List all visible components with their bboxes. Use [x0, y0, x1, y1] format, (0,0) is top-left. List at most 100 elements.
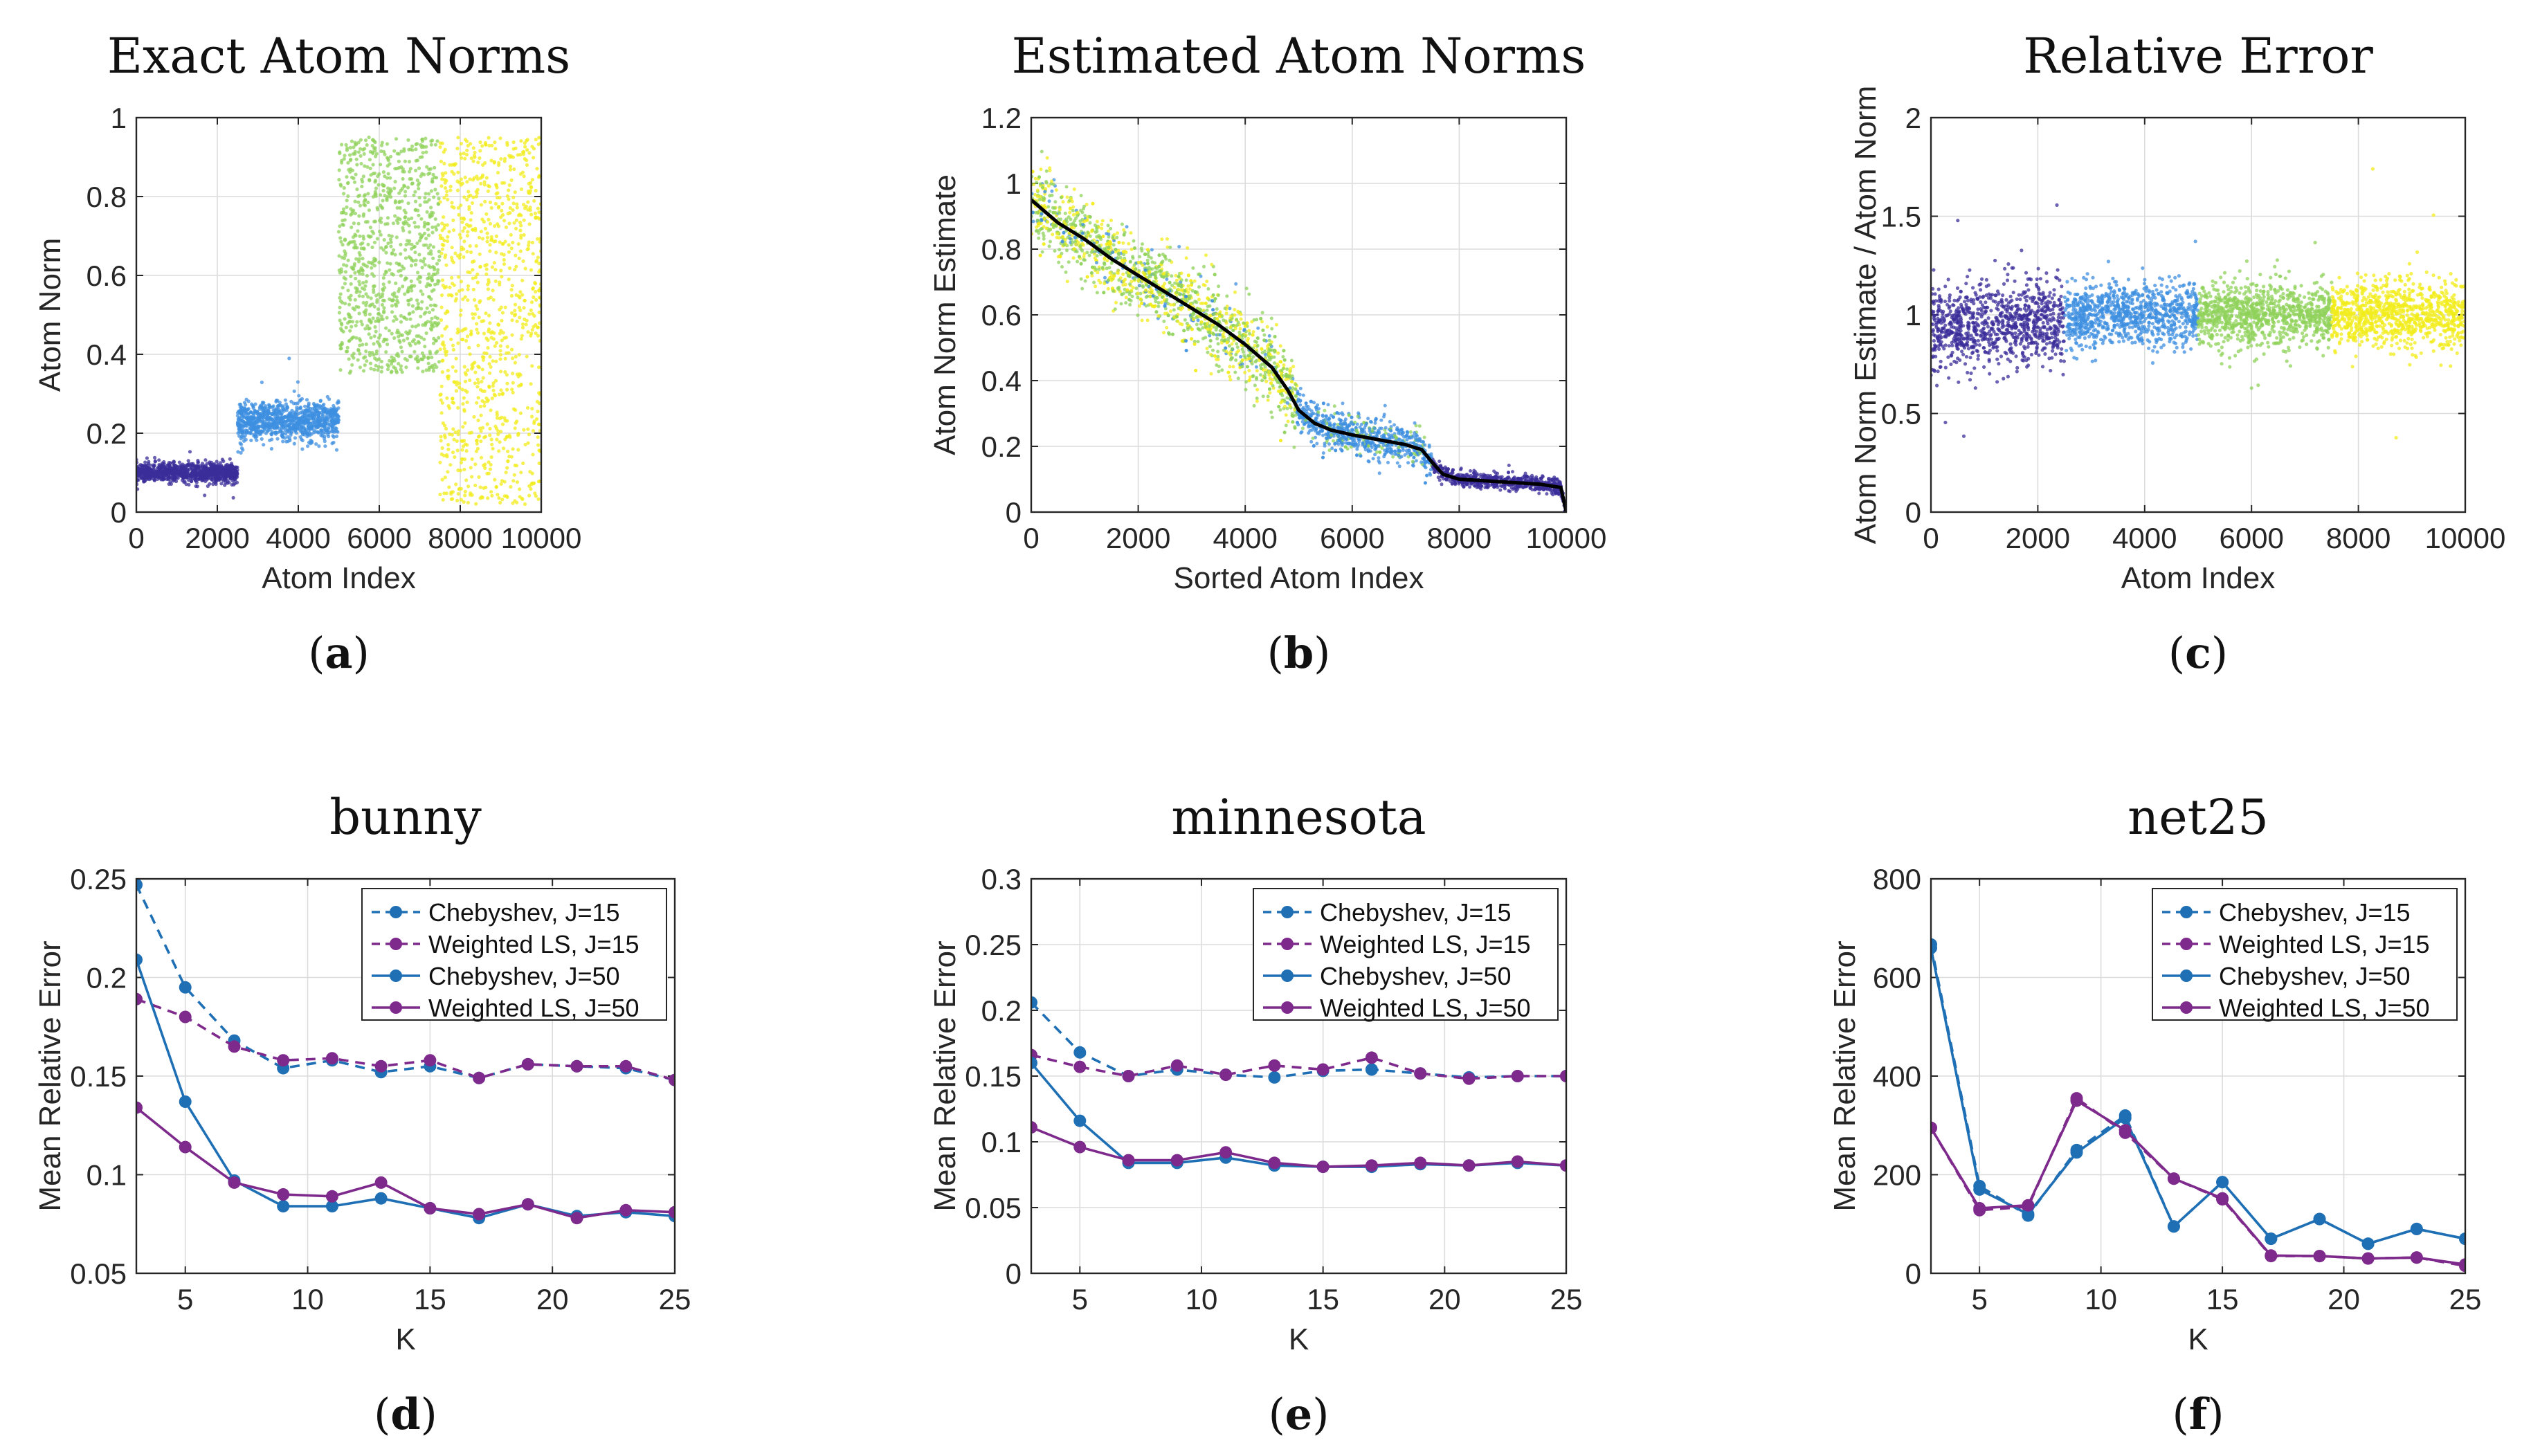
scatter-point: [471, 178, 475, 182]
scatter-point: [370, 302, 374, 307]
scatter-point: [176, 470, 180, 474]
scatter-point: [351, 235, 356, 239]
scatter-point: [482, 219, 487, 224]
scatter-point: [343, 253, 347, 257]
scatter-point: [1392, 423, 1396, 427]
scatter-point: [149, 469, 153, 474]
scatter-point: [487, 217, 491, 221]
scatter-point: [1239, 355, 1243, 358]
scatter-point: [507, 221, 511, 226]
scatter-point: [394, 353, 399, 357]
scatter-point: [502, 416, 507, 420]
scatter-point: [249, 428, 254, 433]
scatter-point: [385, 176, 390, 180]
panel-label-open: (: [1267, 628, 1284, 678]
scatter-point: [385, 194, 390, 199]
scatter-point: [309, 424, 314, 428]
scatter-point: [227, 480, 231, 484]
scatter-point: [1284, 378, 1288, 381]
scatter-point: [502, 480, 507, 484]
scatter-point: [363, 327, 368, 331]
scatter-point: [184, 482, 188, 486]
scatter-point: [453, 163, 457, 167]
scatter-point: [1405, 438, 1409, 442]
scatter-point: [473, 275, 478, 280]
scatter-point: [505, 495, 509, 500]
x-tick-label: 10000: [501, 522, 582, 554]
scatter-point: [426, 228, 430, 232]
panel-label-close: ): [353, 628, 370, 678]
scatter-point: [505, 435, 509, 439]
scatter-point: [1267, 334, 1271, 338]
scatter-point: [394, 235, 399, 239]
scatter-point: [525, 247, 529, 252]
scatter-point: [239, 442, 244, 446]
scatter-point: [500, 311, 505, 315]
scatter-point: [435, 349, 439, 354]
scatter-point: [392, 319, 396, 323]
scatter-point: [532, 199, 536, 203]
scatter-point: [384, 270, 388, 274]
scatter-point: [354, 336, 359, 340]
scatter-point: [321, 424, 326, 428]
scatter-point: [392, 149, 397, 153]
scatter-point: [406, 217, 410, 221]
scatter-point: [479, 429, 483, 433]
scatter-point: [156, 477, 160, 482]
scatter-point: [397, 200, 401, 204]
scatter-point: [347, 302, 352, 307]
scatter-point: [423, 345, 427, 349]
scatter-point: [1545, 492, 1549, 496]
scatter-point: [440, 228, 444, 233]
scatter-point: [359, 266, 363, 270]
scatter-point: [369, 336, 373, 340]
plot-content: [1031, 149, 1566, 512]
scatter-point: [456, 492, 460, 496]
scatter-point: [325, 417, 329, 421]
scatter-point: [482, 435, 487, 439]
scatter-point: [479, 203, 484, 207]
scatter-point: [475, 446, 480, 451]
scatter-point: [493, 140, 497, 145]
scatter-point: [339, 239, 343, 244]
scatter-point: [399, 252, 403, 256]
scatter-point: [332, 435, 336, 439]
scatter-point: [510, 318, 514, 322]
scatter-point: [312, 430, 316, 435]
scatter-point: [153, 455, 157, 460]
scatter-point: [1100, 219, 1105, 223]
scatter-point: [445, 309, 449, 313]
scatter-point: [362, 203, 366, 207]
scatter-point: [507, 197, 511, 201]
scatter-point: [498, 440, 502, 444]
scatter-point: [1141, 242, 1144, 246]
x-tick-label: 0: [1023, 522, 1039, 554]
scatter-point: [375, 340, 380, 344]
scatter-point: [415, 142, 419, 146]
scatter-point: [466, 144, 470, 148]
scatter-point: [365, 143, 369, 147]
scatter-point: [519, 471, 523, 475]
scatter-point: [349, 282, 353, 286]
scatter-point: [500, 498, 505, 502]
scatter-point: [410, 339, 415, 344]
scatter-point: [238, 426, 242, 431]
scatter-point: [376, 316, 380, 320]
scatter-point: [305, 412, 310, 416]
scatter-point: [275, 415, 279, 419]
scatter-point: [387, 280, 392, 284]
scatter-point: [433, 225, 438, 229]
scatter-point: [537, 295, 541, 300]
scatter-point: [1414, 424, 1418, 428]
axes-frame: [135, 116, 543, 513]
scatter-point: [518, 411, 523, 415]
scatter-point: [446, 293, 451, 298]
scatter-point: [523, 145, 527, 149]
scatter-point: [486, 282, 490, 286]
scatter-point: [417, 253, 421, 257]
scatter-point: [359, 319, 363, 324]
scatter-point: [381, 170, 386, 174]
scatter-point: [461, 439, 465, 444]
scatter-point: [416, 305, 420, 309]
scatter-point: [363, 138, 368, 143]
